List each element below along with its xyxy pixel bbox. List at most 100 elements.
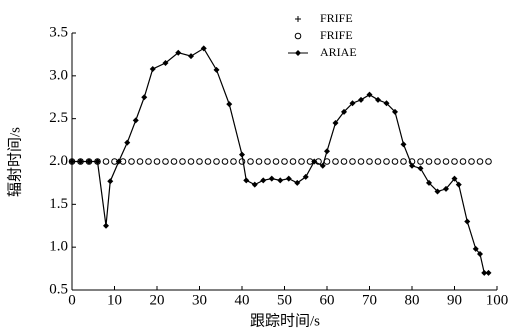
diamond-marker: [295, 50, 301, 56]
diamond-marker: [188, 53, 194, 60]
legend-label: FRIFE: [320, 28, 353, 42]
diamond-marker: [69, 158, 75, 165]
circle-marker: [357, 158, 365, 165]
circle-marker: [221, 158, 229, 165]
circle-marker: [196, 158, 203, 165]
diamond-marker: [341, 108, 347, 115]
diamond-marker: [175, 49, 182, 56]
circle-marker: [255, 158, 263, 165]
diamond-marker: [311, 158, 318, 165]
circle-marker: [434, 158, 441, 165]
diamond-marker: [481, 269, 488, 276]
x-axis-label: 跟踪时间/s: [250, 312, 320, 329]
y-tick-label: 3.0: [49, 67, 68, 83]
y-tick-label: 1.0: [49, 239, 68, 255]
diamond-marker: [451, 175, 458, 182]
circle-marker: [230, 158, 237, 165]
circle-marker: [374, 158, 382, 165]
circle-marker: [162, 158, 169, 165]
circle-marker: [459, 158, 467, 165]
circle-marker: [383, 158, 390, 165]
circle-marker: [187, 158, 195, 165]
y-axis-label: 辐射时间/s: [6, 127, 23, 197]
y-tick-label: 2.0: [49, 153, 68, 169]
circle-marker: [128, 158, 135, 165]
circle-marker: [476, 158, 484, 165]
diamond-marker: [285, 175, 292, 182]
diamond-marker: [464, 218, 471, 225]
x-tick-label: 40: [235, 292, 250, 308]
x-tick-label: 10: [107, 292, 122, 308]
y-tick-label: 0.5: [49, 281, 68, 297]
diamond-marker: [162, 59, 169, 66]
diamond-marker: [294, 179, 301, 186]
diamond-marker: [268, 175, 275, 182]
diamond-marker: [358, 96, 364, 103]
diamond-marker: [400, 141, 407, 148]
diamond-marker: [485, 269, 492, 276]
diamond-marker: [243, 177, 250, 184]
diamond-marker: [251, 181, 258, 188]
x-tick-label: 60: [320, 292, 335, 308]
x-tick-label: 30: [192, 292, 207, 308]
circle-marker: [153, 158, 161, 165]
x-tick-label: 100: [486, 292, 509, 308]
circle-marker: [485, 158, 492, 165]
circle-marker: [391, 158, 399, 165]
diamond-marker: [426, 179, 432, 186]
circle-marker: [179, 158, 186, 165]
circle-marker: [298, 158, 305, 165]
x-tick-label: 90: [447, 292, 462, 308]
diamond-marker: [392, 108, 398, 115]
diamond-marker: [332, 119, 339, 126]
circle-marker: [451, 158, 458, 165]
circle-marker: [281, 158, 288, 165]
diamond-marker: [149, 65, 156, 72]
x-tick-label: 20: [150, 292, 165, 308]
y-tick-label: 3.5: [49, 24, 68, 40]
circle-marker: [170, 158, 178, 165]
diamond-marker: [383, 100, 390, 107]
diamond-marker: [132, 117, 139, 124]
diamond-marker: [103, 222, 109, 229]
circle-marker: [340, 158, 348, 165]
diamond-marker: [94, 158, 101, 165]
diamond-marker: [77, 158, 84, 165]
diamond-marker: [213, 66, 220, 73]
diamond-marker: [409, 162, 415, 169]
x-tick-label: 50: [277, 292, 292, 308]
circle-marker: [213, 158, 220, 165]
y-tick-label: 2.5: [49, 110, 68, 126]
circle-marker: [400, 158, 407, 165]
diamond-marker: [434, 188, 441, 195]
diamond-marker: [239, 151, 245, 158]
circle-marker: [145, 158, 152, 165]
diamond-marker: [260, 177, 267, 184]
diamond-marker: [443, 185, 449, 192]
diamond-marker: [417, 165, 424, 172]
circle-marker: [349, 158, 356, 165]
x-tick-label: 80: [405, 292, 420, 308]
legend-label: FRIFE: [320, 11, 353, 25]
circle-marker: [272, 158, 280, 165]
circle-marker: [366, 158, 373, 165]
diamond-marker: [302, 173, 309, 180]
circle-marker: [204, 158, 212, 165]
diamond-marker: [115, 158, 122, 165]
circle-marker: [264, 158, 271, 165]
circle-marker: [442, 158, 450, 165]
x-tick-label: 0: [68, 292, 76, 308]
diamond-marker: [455, 181, 462, 188]
circle-marker: [468, 158, 475, 165]
diamond-marker: [226, 101, 233, 108]
circle-marker: [294, 32, 302, 40]
circle-marker: [247, 158, 254, 165]
diamond-marker: [366, 91, 373, 98]
plus-marker: [295, 16, 301, 22]
diamond-marker: [477, 251, 483, 258]
diamond-marker: [319, 162, 326, 169]
circle-marker: [417, 158, 424, 165]
circle-marker: [332, 158, 339, 165]
circle-marker: [289, 158, 297, 165]
